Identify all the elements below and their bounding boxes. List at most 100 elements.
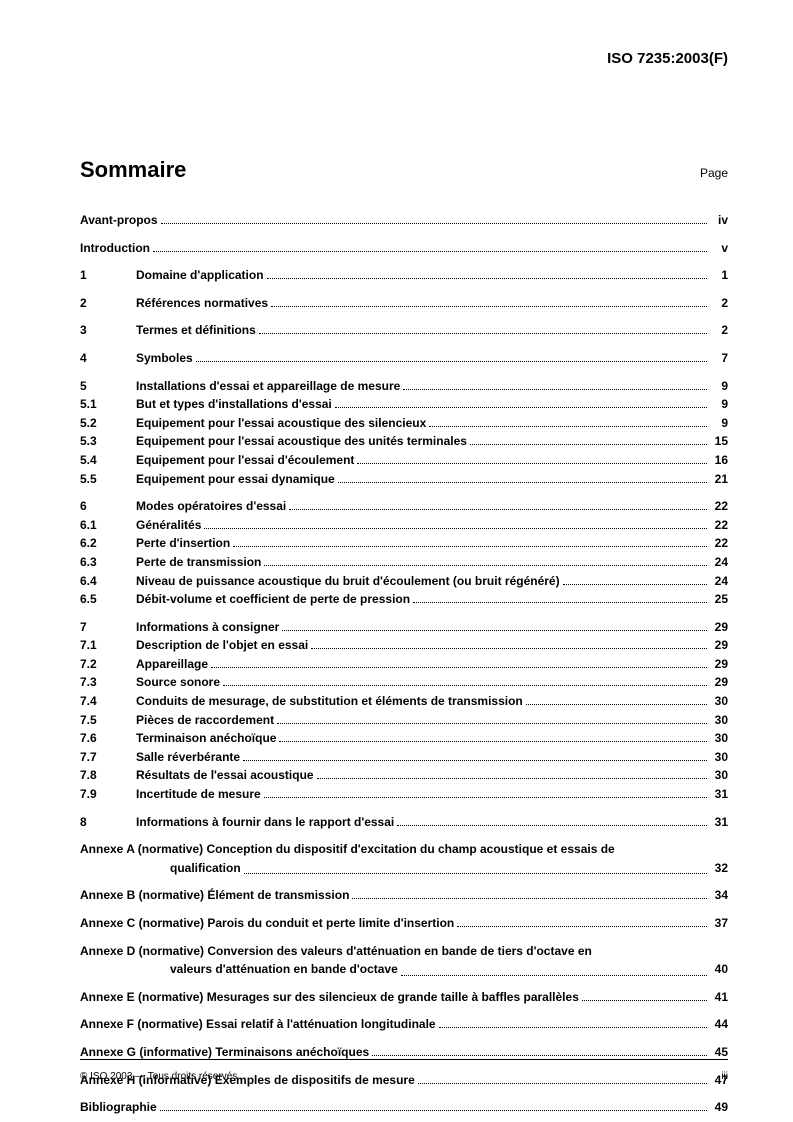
toc-group: 3Termes et définitions2 xyxy=(80,321,728,340)
toc-entry-page: 30 xyxy=(710,711,728,730)
toc-entry-title: Niveau de puissance acoustique du bruit … xyxy=(136,572,560,591)
toc-entry: Avant-proposiv xyxy=(80,211,728,230)
toc-leader-dots xyxy=(582,1000,707,1001)
toc-entry-title: Informations à consigner xyxy=(136,618,279,637)
toc-entry: 5Installations d'essai et appareillage d… xyxy=(80,377,728,396)
toc-entry: Annexe C (normative) Parois du conduit e… xyxy=(80,914,728,933)
toc-entry-number: 7.4 xyxy=(80,692,136,711)
toc-entry-title: Annexe C (normative) Parois du conduit e… xyxy=(80,914,454,933)
toc-entry-title: Annexe F (normative) Essai relatif à l'a… xyxy=(80,1015,436,1034)
toc-entry-title: Installations d'essai et appareillage de… xyxy=(136,377,400,396)
toc-leader-dots xyxy=(338,482,707,483)
toc-entry-number: 1 xyxy=(80,266,136,285)
toc-entry-page: 2 xyxy=(710,321,728,340)
toc-entry-number: 7.8 xyxy=(80,766,136,785)
toc-entry-number: 5.4 xyxy=(80,451,136,470)
toc-entry-number: 7 xyxy=(80,618,136,637)
toc-entry: 4Symboles7 xyxy=(80,349,728,368)
toc-entry-title: Annexe B (normative) Élément de transmis… xyxy=(80,886,349,905)
toc-entry-number: 3 xyxy=(80,321,136,340)
toc-entry-number: 6.3 xyxy=(80,553,136,572)
toc-entry-page: 49 xyxy=(710,1098,728,1117)
toc-leader-dots xyxy=(243,760,707,761)
toc-entry-title: Introduction xyxy=(80,239,150,258)
toc-entry-title: Equipement pour l'essai d'écoulement xyxy=(136,451,354,470)
toc-entry: 6.4Niveau de puissance acoustique du bru… xyxy=(80,572,728,591)
toc-leader-dots xyxy=(439,1027,707,1028)
toc-group: 2Références normatives2 xyxy=(80,294,728,313)
toc-entry-page: 16 xyxy=(710,451,728,470)
toc-leader-dots xyxy=(223,685,707,686)
toc-leader-dots xyxy=(429,426,707,427)
toc-entry-number: 6 xyxy=(80,497,136,516)
toc-leader-dots xyxy=(233,546,707,547)
toc-leader-dots xyxy=(282,630,707,631)
toc-entry-page: 34 xyxy=(710,886,728,905)
toc-entry-number: 5.3 xyxy=(80,432,136,451)
toc-leader-dots xyxy=(418,1083,707,1084)
toc-entry-page: 30 xyxy=(710,766,728,785)
toc-entry-number: 8 xyxy=(80,813,136,832)
toc-entry-page: 30 xyxy=(710,729,728,748)
toc-entry-title: Annexe A (normative) Conception du dispo… xyxy=(80,840,615,859)
toc-leader-dots xyxy=(413,602,707,603)
toc-entry-title: Informations à fournir dans le rapport d… xyxy=(136,813,394,832)
toc-entry-title: Résultats de l'essai acoustique xyxy=(136,766,314,785)
toc-leader-dots xyxy=(403,389,707,390)
toc-entry-page: 21 xyxy=(710,470,728,489)
toc-entry: 7Informations à consigner29 xyxy=(80,618,728,637)
toc-entry-title: Appareillage xyxy=(136,655,208,674)
toc-entry-title: Modes opératoires d'essai xyxy=(136,497,286,516)
toc-entry-page: 9 xyxy=(710,395,728,414)
toc-entry-title-cont: valeurs d'atténuation en bande d'octave xyxy=(170,960,398,979)
toc-entry-title: Conduits de mesurage, de substitution et… xyxy=(136,692,523,711)
toc-leader-dots xyxy=(335,407,707,408)
summary-title: Sommaire xyxy=(80,157,186,183)
toc-leader-dots xyxy=(401,960,707,976)
toc-entry-page: v xyxy=(710,239,728,258)
toc-leader-dots xyxy=(259,333,707,334)
toc-entry: 7.3Source sonore29 xyxy=(80,673,728,692)
toc-entry-page: 2 xyxy=(710,294,728,313)
toc-entry: Bibliographie49 xyxy=(80,1098,728,1117)
toc-leader-dots xyxy=(267,278,707,279)
toc-entry-number: 6.4 xyxy=(80,572,136,591)
toc-entry-page: 40 xyxy=(710,960,728,979)
toc-entry-page: 37 xyxy=(710,914,728,933)
toc-entry-page: 1 xyxy=(710,266,728,285)
toc-entry-number: 6.5 xyxy=(80,590,136,609)
toc-entry-number: 6.1 xyxy=(80,516,136,535)
toc-group: 4Symboles7 xyxy=(80,349,728,368)
toc-entry-page: 30 xyxy=(710,748,728,767)
toc-entry-title: Annexe E (normative) Mesurages sur des s… xyxy=(80,988,579,1007)
toc-entry: 5.3Equipement pour l'essai acoustique de… xyxy=(80,432,728,451)
toc-entry-title: Annexe D (normative) Conversion des vale… xyxy=(80,942,592,961)
toc-entry-title-cont: qualification xyxy=(170,859,241,878)
toc-entry-page: 24 xyxy=(710,572,728,591)
toc-leader-dots xyxy=(196,361,707,362)
toc-entry: 8Informations à fournir dans le rapport … xyxy=(80,813,728,832)
toc-entry-page: 31 xyxy=(710,813,728,832)
toc-entry-number: 7.1 xyxy=(80,636,136,655)
toc-entry-number: 7.2 xyxy=(80,655,136,674)
toc-entry-title: Débit-volume et coefficient de perte de … xyxy=(136,590,410,609)
toc-entry: Introduction v xyxy=(80,239,728,258)
toc-group: Annexe B (normative) Élément de transmis… xyxy=(80,886,728,905)
toc-entry-page: 31 xyxy=(710,785,728,804)
toc-entry: 5.1But et types d'installations d'essai9 xyxy=(80,395,728,414)
toc-entry-number: 5.1 xyxy=(80,395,136,414)
toc-entry: 6.5Débit-volume et coefficient de perte … xyxy=(80,590,728,609)
toc-entry-title: Terminaison anéchoïque xyxy=(136,729,276,748)
footer-page-number: iii xyxy=(721,1071,728,1082)
toc-group: Bibliographie49 xyxy=(80,1098,728,1117)
toc-entry-title: Avant-propos xyxy=(80,211,158,230)
toc-entry-title: Perte d'insertion xyxy=(136,534,230,553)
page: ISO 7235:2003(F) Sommaire Page Avant-pro… xyxy=(0,0,793,1122)
toc-entry-title: Incertitude de mesure xyxy=(136,785,261,804)
toc-leader-dots xyxy=(264,797,707,798)
toc-entry-page: 22 xyxy=(710,534,728,553)
toc-entry-page: 9 xyxy=(710,414,728,433)
footer-copyright: © ISO 2003 — Tous droits réservés xyxy=(80,1071,237,1082)
toc-leader-dots xyxy=(457,926,707,927)
toc-entry-page: 41 xyxy=(710,988,728,1007)
